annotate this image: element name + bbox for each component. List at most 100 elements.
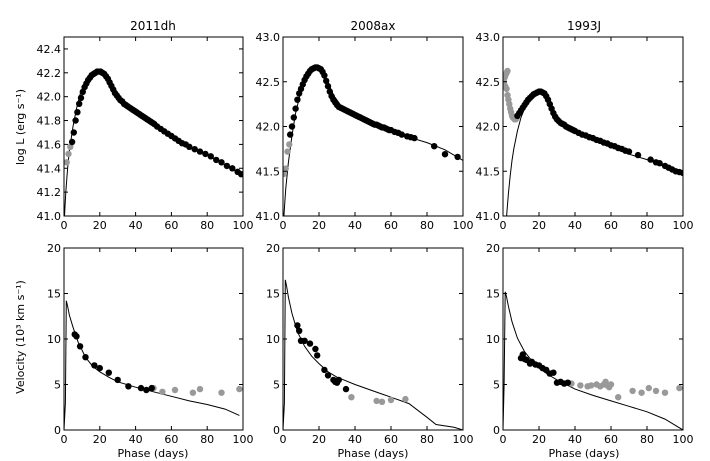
black-data-point <box>68 138 76 146</box>
gray-data-point <box>652 387 660 395</box>
gray-data-point <box>615 394 622 401</box>
gray-data-point <box>283 165 289 172</box>
model-curve <box>64 71 243 216</box>
gray-data-point <box>387 396 395 404</box>
x-axis-label: Phase (days) <box>118 447 189 460</box>
black-data-point <box>431 143 438 150</box>
y-tick-label: 5 <box>493 379 500 392</box>
black-data-point <box>294 322 301 329</box>
panel-1993J-velocity: Phase (days) 0 20 40 60 80 100 0 5 10 15 20 <box>486 242 694 460</box>
x-tick-label: 60 <box>604 219 618 232</box>
y-tick-label: 42.4 <box>37 43 62 56</box>
gray-data-point <box>645 384 652 392</box>
black-data-point <box>91 362 98 369</box>
black-data-point <box>137 384 145 392</box>
x-tick-label: 80 <box>640 219 654 232</box>
x-tick-label: 60 <box>384 219 398 232</box>
black-data-point <box>82 354 89 361</box>
x-tick-label: 40 <box>568 219 582 232</box>
gray-data-point <box>638 389 645 396</box>
x-tick-label: 100 <box>233 219 254 232</box>
y-tick-label: 41.2 <box>37 186 62 199</box>
y-tick-label: 42.0 <box>476 121 501 134</box>
x-tick-label: 40 <box>348 433 362 446</box>
y-tick-label: 0 <box>273 424 280 437</box>
black-data-point <box>634 151 642 159</box>
gray-data-point <box>65 150 72 158</box>
black-data-point <box>323 77 330 85</box>
black-data-point <box>335 376 342 384</box>
y-tick-label: 20 <box>266 242 280 255</box>
gray-data-point <box>284 148 291 155</box>
model-curve <box>283 279 463 430</box>
panel-1993J-luminosity: 1993J 0 20 40 60 80 100 41.0 41.5 42.0 42.5 43.0 <box>476 19 694 232</box>
y-tick-label: 15 <box>486 288 500 301</box>
black-data-point <box>238 171 243 178</box>
black-data-point <box>202 150 209 158</box>
panel-2011dh-velocity: Velocity (10³ km s⁻¹) Phase (days) 0 20 40… <box>14 242 254 460</box>
y-tick-label: 5 <box>273 379 280 392</box>
x-tick-label: 40 <box>129 433 143 446</box>
black-data-point <box>74 109 81 116</box>
black-data-point <box>76 343 84 350</box>
x-tick-label: 0 <box>500 433 507 446</box>
x-tick-label: 80 <box>200 433 214 446</box>
x-tick-label: 60 <box>384 433 398 446</box>
black-data-point <box>76 100 83 108</box>
panel-2011dh-luminosity: 2011dh log L (erg s⁻¹) 0 20 40 60 80 100 41.0 4… <box>14 19 254 232</box>
black-data-point <box>213 156 220 164</box>
gray-data-point <box>236 385 243 393</box>
y-tick-label: 10 <box>266 333 280 346</box>
y-tick-label: 41.0 <box>256 210 281 223</box>
black-data-point <box>77 94 85 102</box>
black-data-point <box>342 385 350 393</box>
axes-frame <box>502 36 684 217</box>
black-data-point <box>287 131 294 138</box>
black-data-point <box>114 376 121 384</box>
x-tick-label: 20 <box>93 433 107 446</box>
panel-title: 1993J <box>567 19 601 33</box>
black-data-point <box>656 160 663 167</box>
black-data-point <box>411 134 418 142</box>
y-tick-label: 41.0 <box>476 210 501 223</box>
black-data-point <box>207 153 214 160</box>
y-tick-label: 41.6 <box>37 138 62 151</box>
black-data-point <box>296 327 303 334</box>
gray-data-point <box>283 170 288 178</box>
black-data-point <box>324 372 332 379</box>
y-tick-label: 20 <box>486 242 500 255</box>
gray-data-point <box>402 395 409 403</box>
black-data-point <box>550 369 557 376</box>
black-data-point <box>72 117 79 124</box>
x-tick-label: 20 <box>312 433 326 446</box>
x-tick-label: 20 <box>532 219 546 232</box>
black-data-point <box>625 148 633 155</box>
x-tick-label: 100 <box>453 433 474 446</box>
gray-data-point <box>218 389 225 396</box>
x-tick-label: 40 <box>348 219 362 232</box>
x-tick-label: 40 <box>129 219 143 232</box>
black-data-point <box>324 83 332 90</box>
axes-frame <box>502 247 684 431</box>
y-tick-label: 20 <box>47 242 61 255</box>
y-tick-label: 43.0 <box>256 31 281 44</box>
y-tick-label: 43.0 <box>476 31 501 44</box>
y-tick-label: 5 <box>54 379 61 392</box>
black-data-point <box>312 345 319 353</box>
black-data-point <box>229 165 236 172</box>
gray-data-point <box>378 398 386 405</box>
gray-data-point <box>64 159 70 166</box>
axes-frame <box>63 36 244 217</box>
model-curve <box>506 91 683 216</box>
gray-data-point <box>607 381 615 388</box>
axes-frame <box>282 247 464 431</box>
black-data-point <box>148 384 155 392</box>
y-tick-label: 15 <box>266 288 280 301</box>
y-tick-label: 10 <box>486 333 500 346</box>
x-tick-label: 0 <box>280 433 287 446</box>
x-tick-label: 20 <box>532 433 546 446</box>
black-data-point <box>96 364 104 372</box>
gray-data-point <box>286 141 293 148</box>
y-tick-label: 41.5 <box>476 165 501 178</box>
